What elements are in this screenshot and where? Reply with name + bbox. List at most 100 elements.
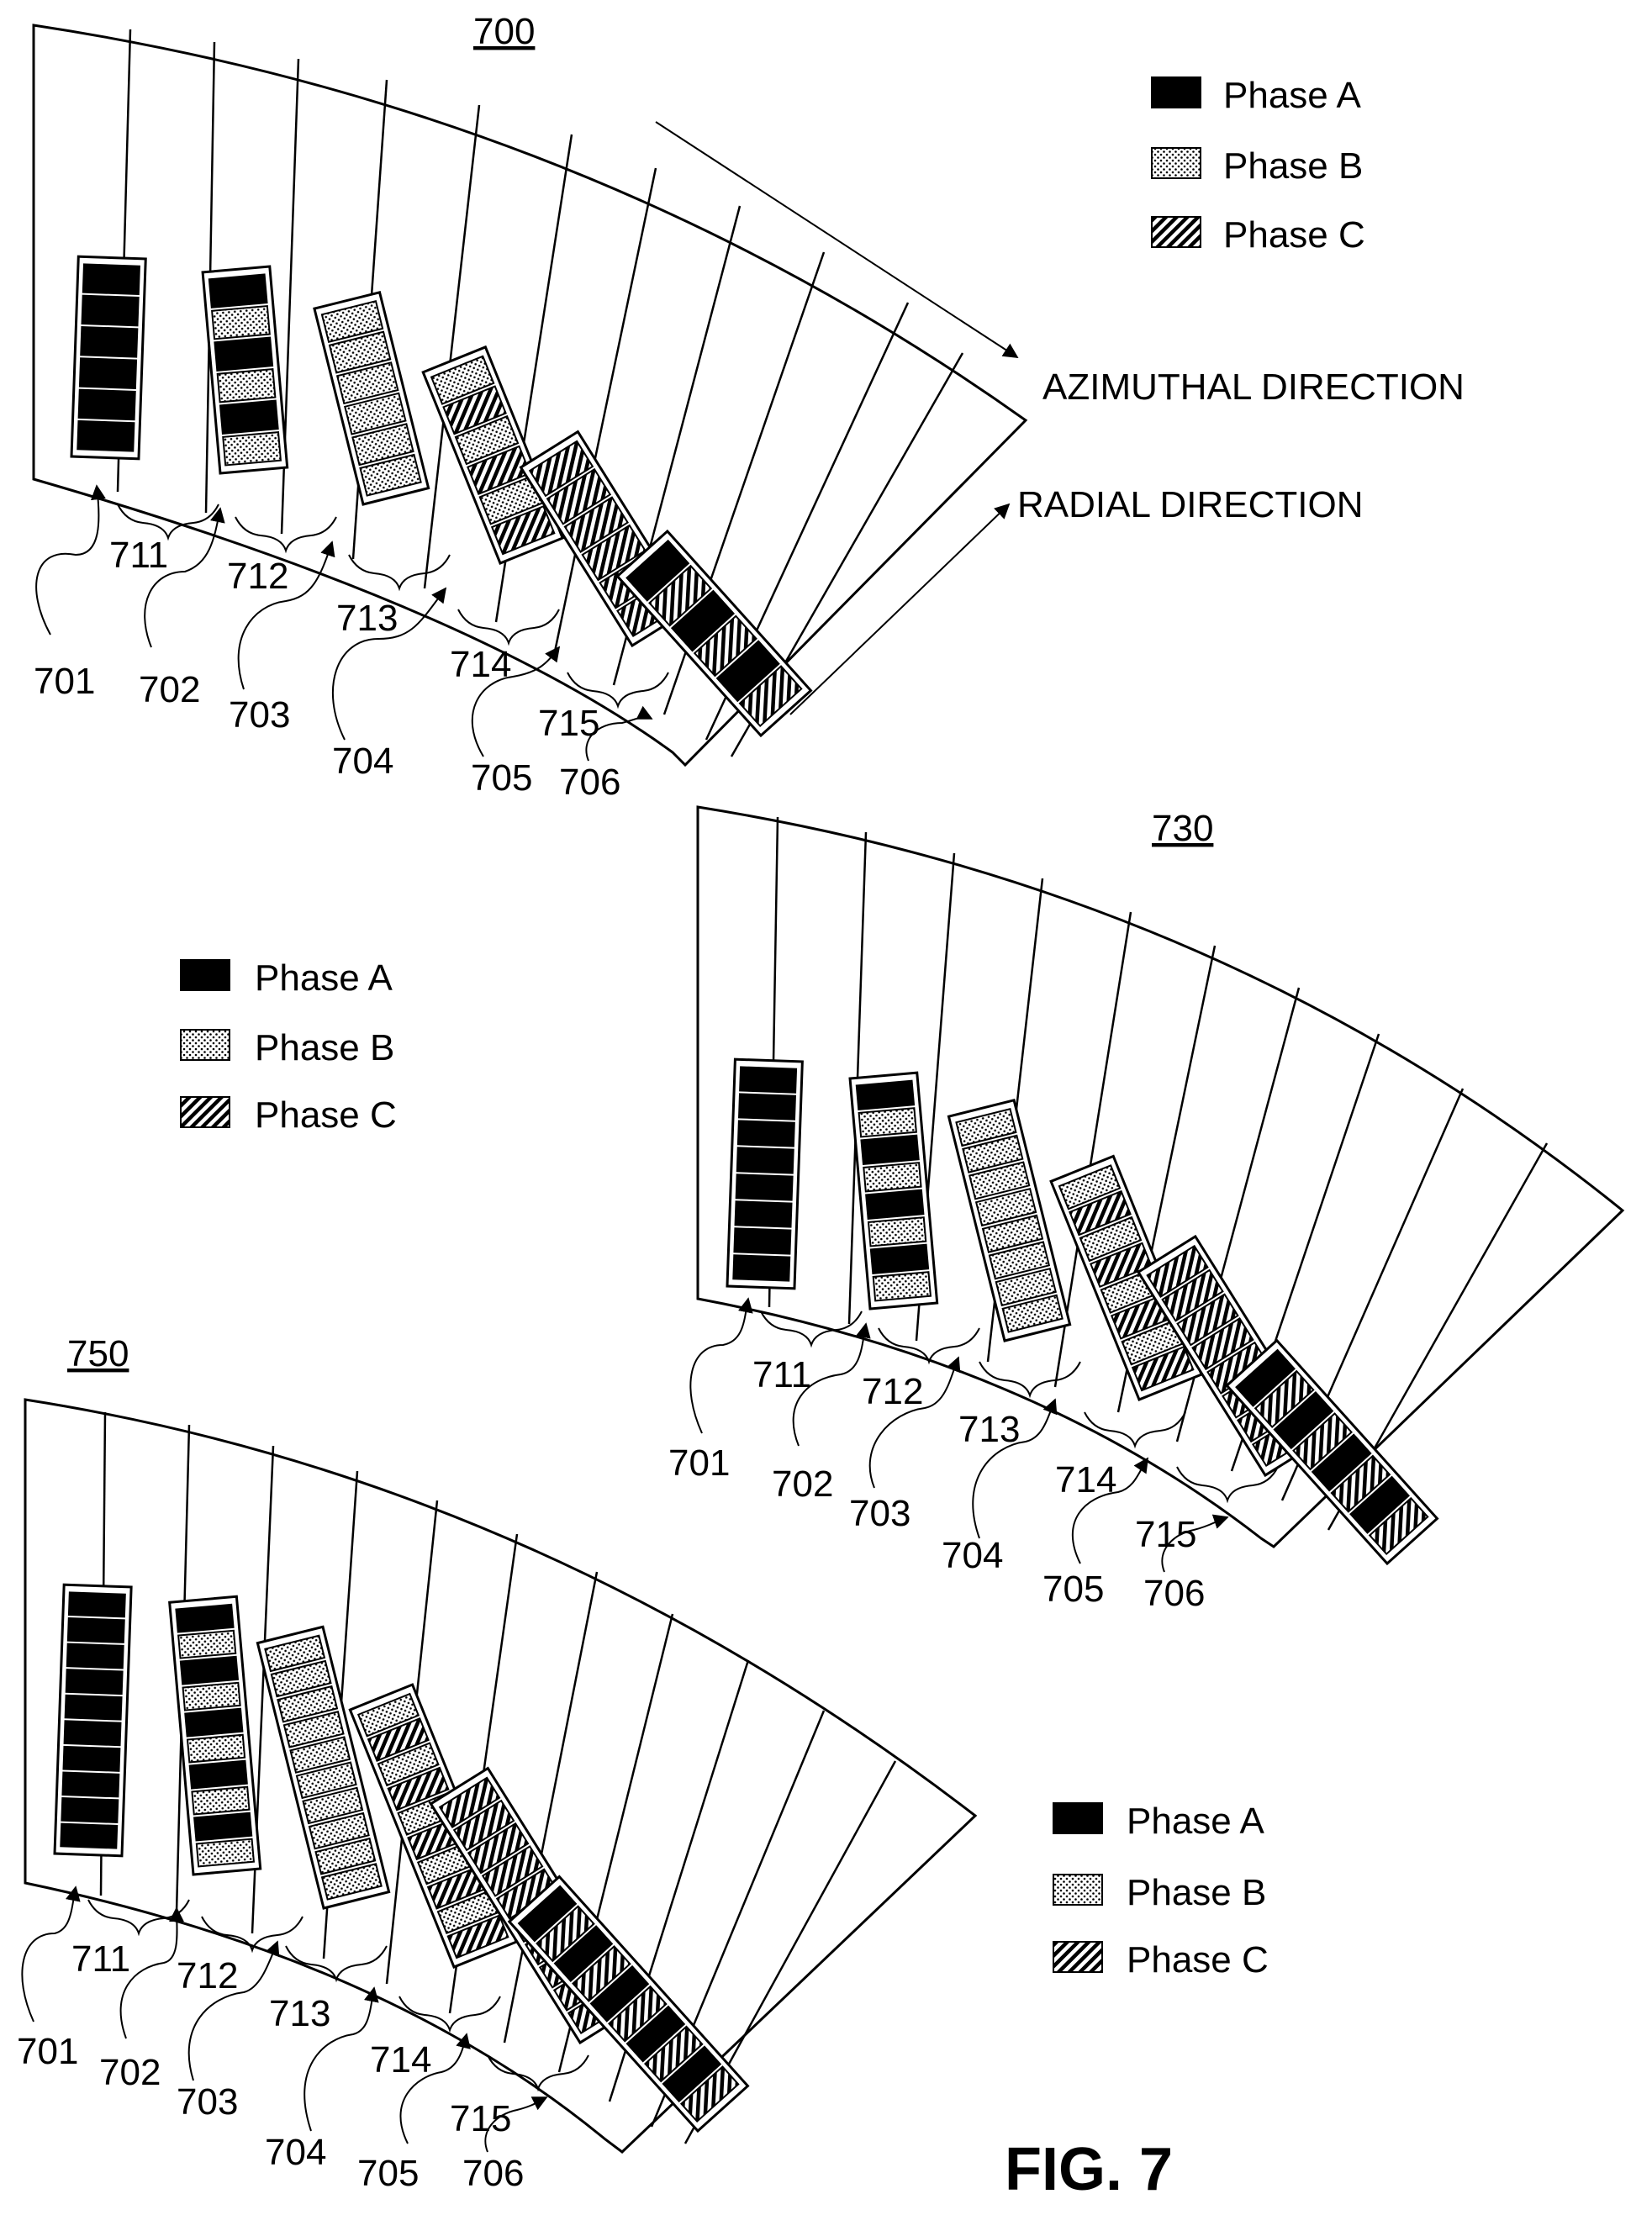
- conductor-phase-a: [735, 1173, 794, 1201]
- conductor-phase-b: [335, 361, 399, 405]
- conductor-phase-b: [1079, 1216, 1143, 1263]
- legend-item-phase-a: Phase A: [1151, 75, 1362, 116]
- conductor-phase-a: [625, 539, 690, 602]
- slot-ref-704: 704: [332, 741, 393, 782]
- conductor-phase-b: [320, 299, 384, 344]
- panel-ref-730: 730: [1152, 808, 1213, 849]
- conductor-phase-b: [195, 1838, 256, 1868]
- conductor-phase-b: [1001, 1294, 1064, 1333]
- conductor-phase-c: [490, 505, 556, 556]
- conductor-phase-c: [1090, 1242, 1153, 1289]
- tooth-ref-713: 713: [958, 1409, 1020, 1450]
- conductor-phase-b: [328, 330, 392, 374]
- tooth-ref-711: 711: [109, 535, 168, 576]
- conductor-phase-c: [1330, 1454, 1391, 1513]
- conductor-phase-c: [679, 2065, 740, 2123]
- legend-label-phase-a: Phase A: [255, 957, 393, 999]
- legend-item-phase-c: Phase C: [180, 1094, 397, 1136]
- conductor-phase-a: [553, 1925, 614, 1983]
- conductor-phase-b: [995, 1267, 1057, 1307]
- azimuthal-direction-label: AZIMUTHAL DIRECTION: [1042, 367, 1465, 408]
- conductor-phase-a: [81, 294, 140, 327]
- azimuthal-arrow: [655, 121, 1019, 358]
- slot-706: [507, 1875, 750, 2133]
- panel-750: 750 Phase A Phase B Phase C 711: [17, 1333, 1269, 2194]
- tooth-ref-712: 712: [177, 1955, 238, 1996]
- legend-item-phase-c: Phase C: [1053, 1939, 1269, 1980]
- stator-outline-730: [696, 805, 1625, 1548]
- conductor-phase-a: [739, 1066, 798, 1094]
- conductor-phase-b: [962, 1134, 1024, 1173]
- slot-ref-705: 705: [1042, 1569, 1104, 1610]
- tooth-ref-714: 714: [450, 644, 511, 685]
- conductor-phase-a: [869, 1243, 930, 1275]
- conductor-phase-b: [320, 1863, 383, 1901]
- tooth-ref-712: 712: [862, 1371, 923, 1412]
- conductor-phase-c: [1254, 1369, 1315, 1428]
- stator-outline-750: [24, 1398, 978, 2154]
- slot-ref-702: 702: [139, 669, 200, 710]
- legend-item-phase-a: Phase A: [180, 957, 393, 999]
- slot-706: [615, 529, 813, 738]
- conductor-phase-a: [61, 1771, 120, 1798]
- conductor-phase-a: [855, 1079, 916, 1111]
- conductor-phase-b: [277, 1685, 339, 1723]
- conductor-phase-c: [1146, 1244, 1209, 1298]
- conductor-phase-a: [865, 1189, 925, 1221]
- conductor-phase-b: [359, 453, 422, 497]
- slot-ref-704: 704: [265, 2132, 326, 2173]
- conductor-phase-a: [517, 1885, 578, 1943]
- conductor-phase-a: [1349, 1475, 1410, 1534]
- conductor-phase-a: [60, 1822, 119, 1849]
- conductor-phase-c: [481, 1845, 544, 1897]
- conductor-phase-c: [644, 2025, 704, 2083]
- conductor-phase-c: [467, 445, 531, 495]
- slot-701: [70, 255, 147, 461]
- conductor-phase-b: [1058, 1164, 1122, 1210]
- conductor-phase-b: [454, 414, 520, 466]
- legend-730: Phase A Phase B Phase C: [180, 957, 397, 1136]
- legend-item-phase-c: Phase C: [1151, 214, 1365, 256]
- conductor-phase-a: [1311, 1433, 1372, 1492]
- conductor-phase-c: [648, 564, 713, 627]
- conductor-phase-a: [188, 1759, 248, 1790]
- conductor-phase-b: [867, 1216, 927, 1247]
- tooth-refs-750: 711 712 713 714 715: [71, 1899, 589, 2139]
- conductor-phase-b: [270, 1659, 332, 1698]
- conductor-phase-a: [80, 325, 139, 358]
- conductor-phase-c: [1176, 1293, 1239, 1347]
- conductor-phase-a: [715, 640, 780, 703]
- slot-ref-705: 705: [357, 2153, 419, 2194]
- conductor-phase-b: [863, 1162, 922, 1193]
- slot-ref-703: 703: [177, 2081, 238, 2123]
- conductor-phase-b: [186, 1733, 246, 1764]
- conductor-phase-b: [177, 1629, 237, 1659]
- slot-ref-702: 702: [99, 2052, 161, 2093]
- conductor-phase-b: [182, 1681, 241, 1711]
- conductor-phase-a: [589, 1964, 650, 2023]
- tooth-refs-700: 711 712 713 714 715: [109, 504, 669, 744]
- legend-label-phase-c: Phase C: [1127, 1939, 1269, 1980]
- conductor-phase-c: [536, 1905, 595, 1963]
- legend-750: Phase A Phase B Phase C: [1053, 1801, 1269, 1980]
- conductor-phase-a: [208, 273, 268, 309]
- conductor-phase-a: [860, 1134, 920, 1166]
- conductor-phase-a: [670, 589, 736, 652]
- conductor-phase-c: [1292, 1412, 1353, 1471]
- legend-label-phase-a: Phase A: [1127, 1801, 1265, 1842]
- panel-ref-700: 700: [473, 11, 535, 52]
- legend-item-phase-b: Phase B: [1151, 145, 1363, 187]
- conductor-phase-c: [442, 385, 507, 435]
- slot-701: [726, 1057, 804, 1290]
- tooth-ref-711: 711: [71, 1938, 130, 1980]
- panel-730: 730 Phase A Phase B Phase C 711: [180, 805, 1625, 1614]
- conductor-phase-b: [974, 1187, 1037, 1227]
- legend-700: Phase A Phase B Phase C: [1151, 75, 1365, 256]
- conductor-phase-c: [693, 614, 757, 678]
- conductor-phase-a: [736, 1147, 794, 1174]
- conductor-phase-b: [356, 1692, 420, 1738]
- conductor-phase-a: [63, 1720, 122, 1747]
- legend-item-phase-b: Phase B: [180, 1027, 394, 1068]
- slot-702: [848, 1071, 939, 1311]
